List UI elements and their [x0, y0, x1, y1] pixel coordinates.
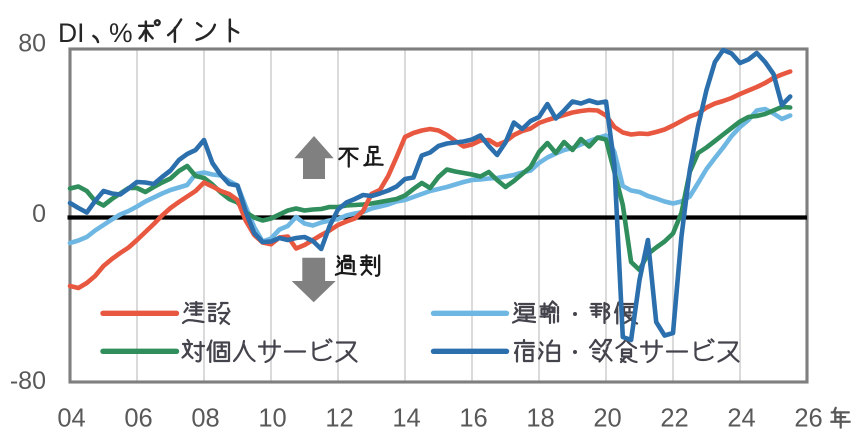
svg-text:DI: DI [58, 18, 85, 48]
svg-text:20: 20 [593, 405, 621, 433]
svg-text:12: 12 [325, 405, 353, 433]
svg-text:26: 26 [794, 405, 822, 433]
svg-text:-80: -80 [10, 367, 46, 395]
svg-text:80: 80 [18, 30, 46, 58]
svg-text:16: 16 [459, 405, 487, 433]
svg-text:14: 14 [392, 405, 420, 433]
svg-text:0: 0 [32, 200, 46, 228]
svg-text:08: 08 [191, 405, 219, 433]
svg-text:18: 18 [526, 405, 554, 433]
svg-text:10: 10 [258, 405, 286, 433]
svg-text:22: 22 [660, 405, 688, 433]
svg-text:04: 04 [57, 405, 85, 433]
svg-text:06: 06 [124, 405, 152, 433]
svg-text:24: 24 [727, 405, 755, 433]
svg-text:%: % [109, 18, 133, 48]
